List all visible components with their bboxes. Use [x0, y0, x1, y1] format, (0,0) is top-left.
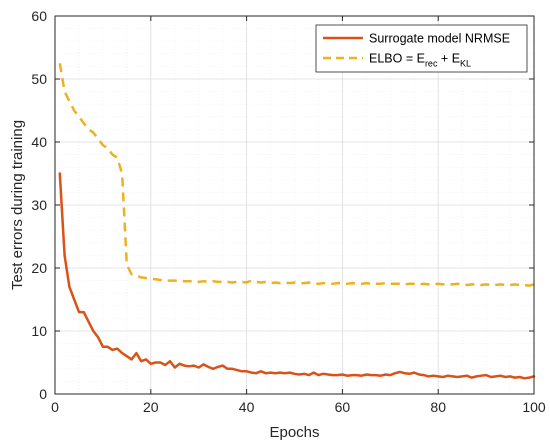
ticks-layer: 0 20 40 60 80 100 0 10 20 30 40 50 60 [31, 8, 545, 415]
x-axis-label: Epochs [269, 424, 319, 441]
y-tick-label: 0 [39, 386, 47, 402]
legend-box [315, 24, 528, 73]
x-tick-label: 0 [51, 399, 59, 415]
x-tick-label: 60 [335, 399, 351, 415]
legend-elbo-sub-rec: rec [425, 59, 438, 69]
legend-elbo-plus: + E [437, 52, 460, 66]
series-line-nrmse [58, 172, 536, 380]
y-tick-label: 10 [31, 323, 47, 339]
x-tick-label: 80 [430, 399, 446, 415]
y-tick-label: 50 [31, 71, 47, 87]
legend: Surrogate model NRMSE ELBO = Erec + EKL [315, 24, 528, 73]
legend-elbo-sub-kl: KL [460, 59, 471, 69]
y-tick-label: 60 [31, 8, 47, 24]
legend-label-elbo: ELBO = Erec + EKL [369, 52, 471, 69]
x-tick-label: 100 [522, 399, 546, 415]
series-line-elbo [58, 63, 535, 287]
legend-elbo-main: ELBO = E [369, 52, 425, 66]
y-tick-label: 40 [31, 134, 47, 150]
legend-label-nrmse: Surrogate model NRMSE [369, 32, 510, 46]
y-tick-label: 30 [31, 197, 47, 213]
y-axis-label: Test errors during training [9, 120, 26, 290]
y-tick-label: 20 [31, 260, 47, 276]
series-layer [58, 63, 536, 380]
x-tick-label: 40 [239, 399, 255, 415]
x-tick-label: 20 [143, 399, 159, 415]
